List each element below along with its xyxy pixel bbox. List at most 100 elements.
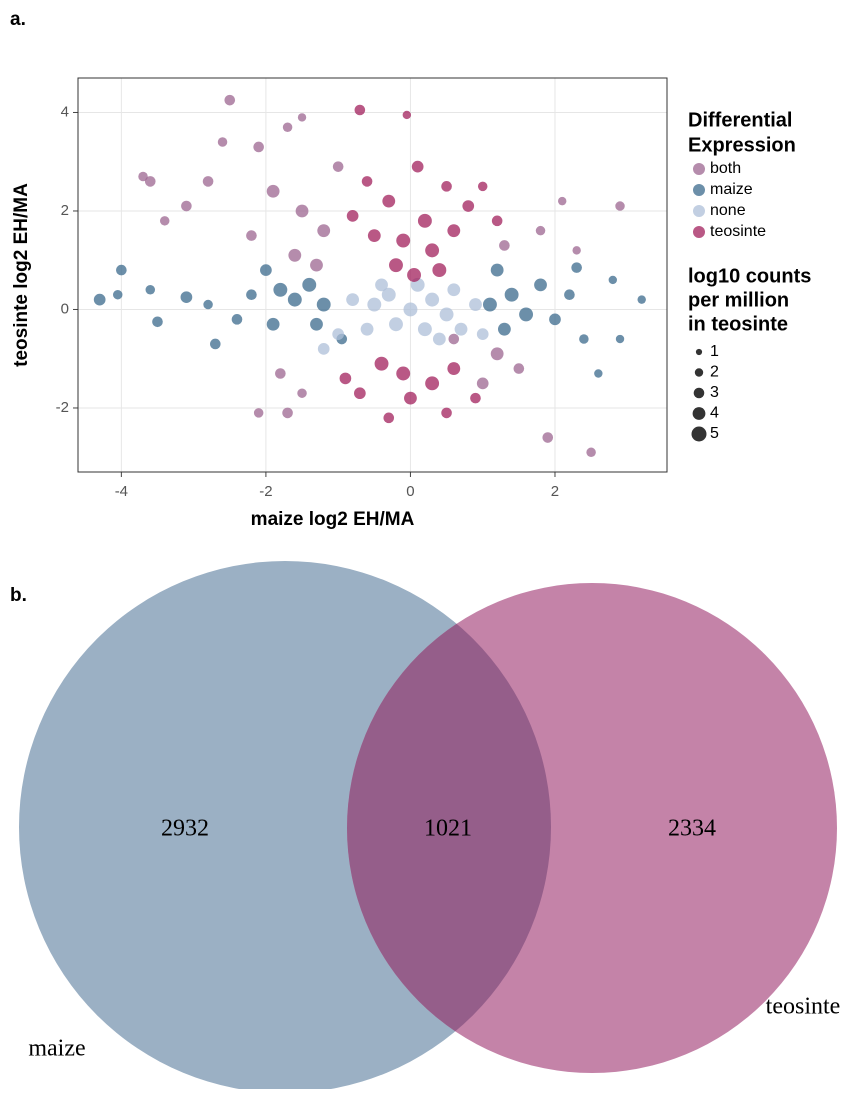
point (224, 94, 236, 106)
point (411, 160, 424, 173)
panel-label: a. (10, 9, 26, 30)
point (542, 432, 554, 443)
point (144, 176, 156, 187)
point (181, 200, 192, 212)
point (477, 181, 488, 192)
point (246, 230, 257, 241)
point (454, 322, 468, 336)
point (152, 316, 163, 328)
point (288, 248, 302, 262)
point (202, 176, 214, 187)
legend-title: Differential (688, 109, 792, 131)
legend-label: 3 (710, 384, 719, 401)
point (579, 334, 589, 344)
point (310, 258, 323, 272)
point (367, 229, 381, 243)
point (482, 297, 497, 312)
point (316, 297, 331, 312)
point (231, 314, 243, 325)
x-tick-label: 0 (406, 483, 414, 500)
point (534, 278, 547, 292)
point (210, 338, 221, 350)
point (260, 264, 272, 276)
point (273, 282, 288, 297)
legend-label: teosinte (710, 223, 766, 240)
point (159, 216, 170, 226)
set-label: maize (28, 1036, 85, 1062)
point (138, 171, 148, 182)
point (275, 368, 286, 379)
point (354, 387, 366, 400)
point (346, 210, 359, 222)
point (317, 224, 331, 238)
point (383, 412, 395, 424)
point (302, 277, 317, 292)
point (389, 317, 403, 332)
legend-label: 1 (710, 343, 719, 360)
point (476, 377, 489, 390)
legend-label: none (710, 202, 746, 219)
point (571, 262, 582, 273)
size-swatch (692, 407, 706, 420)
point (594, 369, 603, 378)
overlap-count: 1021 (424, 816, 472, 842)
point (389, 258, 403, 273)
point (441, 407, 452, 419)
legend-swatch (693, 184, 705, 196)
set-count: 2334 (668, 816, 716, 842)
x-axis-title: maize log2 EH/MA (251, 509, 415, 530)
point (558, 196, 567, 206)
point (469, 298, 482, 311)
panel-label: b. (10, 585, 27, 606)
point (439, 307, 454, 322)
point (253, 408, 264, 418)
plot-background (78, 78, 667, 472)
point (266, 317, 280, 331)
point (448, 333, 460, 345)
point (499, 240, 510, 251)
point (253, 141, 264, 153)
point (346, 293, 360, 307)
point (519, 307, 534, 322)
plot-border (77, 77, 668, 473)
point (116, 264, 127, 276)
legend-title: in teosinte (688, 313, 788, 335)
legend-title: Expression (688, 134, 796, 156)
point (382, 194, 396, 208)
legend-label: both (710, 160, 741, 177)
point (297, 113, 307, 122)
legend-label: 4 (710, 405, 719, 422)
point (490, 347, 504, 361)
point (367, 297, 382, 312)
y-tick-label: -2 (56, 399, 69, 416)
size-swatch (695, 348, 703, 356)
point (381, 287, 396, 302)
point (462, 200, 475, 212)
point (361, 176, 373, 187)
y-axis-title: teosinte log2 EH/MA (11, 183, 32, 367)
legend-label: maize (710, 181, 753, 198)
point (441, 181, 452, 192)
point (476, 328, 489, 340)
point (354, 104, 366, 116)
point (637, 295, 646, 304)
point (470, 392, 481, 404)
point (417, 213, 432, 228)
x-tick-label: -4 (115, 483, 128, 500)
point (572, 246, 581, 255)
point (432, 263, 447, 278)
point (425, 376, 440, 391)
point (497, 322, 511, 336)
point (564, 289, 575, 301)
legend-swatch (693, 163, 705, 175)
point (282, 407, 293, 419)
legend-label: 5 (710, 425, 719, 442)
set-count: 2932 (161, 816, 209, 842)
point (93, 293, 106, 306)
y-tick-label: 2 (61, 202, 69, 219)
point (317, 343, 330, 355)
point (246, 289, 257, 301)
point (332, 161, 344, 172)
point (217, 137, 228, 147)
